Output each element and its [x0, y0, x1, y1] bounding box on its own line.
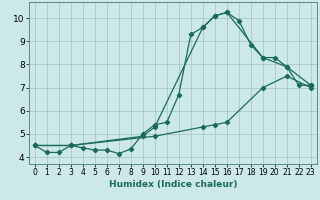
X-axis label: Humidex (Indice chaleur): Humidex (Indice chaleur): [108, 180, 237, 189]
